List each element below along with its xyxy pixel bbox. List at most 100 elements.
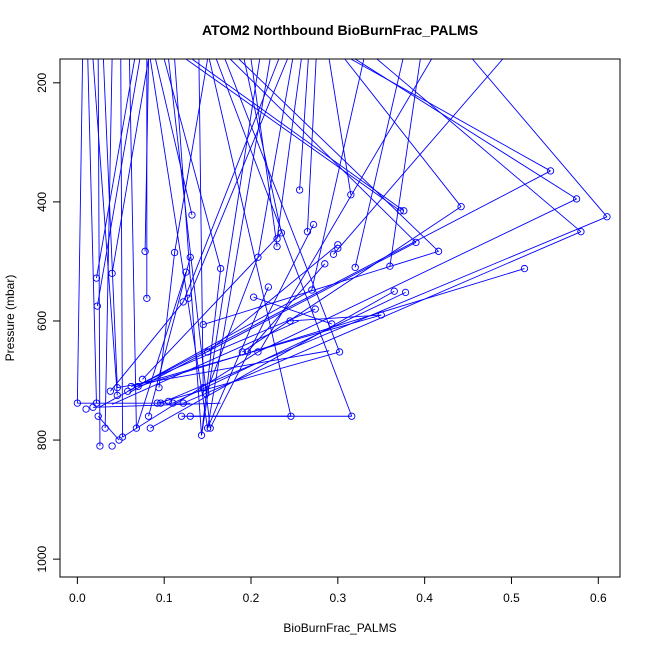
y-axis-label: Pressure (mbar): [3, 275, 17, 362]
data-point: [264, 283, 273, 291]
data-point: [94, 412, 102, 420]
series-line-segment: [238, 59, 439, 252]
data-point: [400, 207, 408, 215]
series-line-segment: [117, 350, 330, 389]
data-point: [101, 424, 109, 432]
y-tick-label: 200: [35, 72, 49, 92]
series-line-segment: [144, 59, 150, 252]
series-line-segment: [224, 59, 340, 353]
series-line-segment: [257, 198, 577, 353]
data-point: [206, 424, 214, 432]
y-axis: 200 400 600 800 1000: [35, 72, 61, 572]
series-line-segment: [188, 59, 288, 299]
data-point: [199, 320, 207, 329]
data-point: [199, 384, 207, 392]
series-line-segment: [215, 59, 353, 417]
data-point: [108, 269, 116, 277]
data-point: [146, 424, 154, 432]
data-point: [457, 203, 465, 211]
series-line-segment: [102, 59, 118, 388]
series-line-segment: [172, 291, 406, 404]
series-line-segment: [183, 231, 582, 404]
data-point: [138, 375, 147, 383]
data-point: [351, 263, 359, 272]
series-line-segment: [185, 59, 401, 212]
series-line-segment: [257, 59, 294, 258]
data-point: [254, 253, 262, 261]
data-point: [92, 399, 101, 407]
series-line-segment: [209, 224, 314, 429]
y-tick-label: 800: [35, 430, 49, 450]
series-line-segment: [354, 59, 577, 200]
data-point: [118, 433, 127, 441]
data-point: [186, 253, 194, 261]
series-line-segment: [290, 314, 382, 322]
data-point: [249, 293, 258, 301]
series-line-segment: [354, 59, 404, 268]
x-tick-label: 0.0: [69, 591, 86, 605]
series-line-segment: [96, 59, 136, 279]
data-point: [572, 195, 581, 203]
data-point: [401, 288, 410, 297]
series-points: [73, 167, 611, 450]
data-point: [396, 207, 404, 215]
data-point: [329, 250, 338, 258]
series-line-segment: [207, 59, 271, 429]
series-line-segment: [76, 59, 84, 404]
series-line-segment: [97, 59, 101, 447]
series-line-segment: [142, 232, 282, 380]
data-point: [287, 412, 295, 420]
series-line-segment: [148, 257, 191, 417]
data-point: [335, 348, 344, 356]
data-point: [434, 247, 443, 255]
series-line-segment: [203, 250, 439, 325]
y-tick-label: 600: [35, 311, 49, 331]
data-point: [93, 302, 101, 310]
data-point: [386, 262, 394, 270]
series-line-segment: [389, 59, 421, 267]
series-line-segment: [344, 59, 462, 207]
data-point: [203, 424, 212, 432]
data-point: [182, 268, 190, 276]
x-tick-label: 0.3: [329, 591, 346, 605]
data-point: [390, 287, 398, 295]
x-axis-label: BioBurnFrac_PALMS: [283, 621, 396, 635]
series-line-segment: [96, 59, 141, 307]
data-point: [216, 264, 225, 273]
series-line-segment: [311, 59, 365, 291]
series-line-segment: [110, 301, 184, 392]
data-point: [273, 242, 281, 251]
series-line-segment: [306, 59, 317, 232]
data-point: [188, 211, 196, 219]
data-point: [377, 311, 385, 319]
data-point: [113, 384, 121, 392]
x-tick-label: 0.2: [243, 591, 260, 605]
series-line-segment: [111, 320, 299, 405]
data-point: [153, 399, 161, 407]
data-point: [277, 229, 286, 237]
x-axis: 0.0 0.1 0.2 0.3 0.4 0.5 0.6: [69, 576, 607, 605]
data-point: [143, 294, 151, 303]
series-line-segment: [229, 59, 417, 243]
data-point: [113, 391, 121, 400]
series-line-segment: [259, 59, 432, 351]
data-point: [92, 274, 101, 282]
series-line-segment: [135, 272, 187, 429]
data-point: [308, 286, 316, 294]
series-line-segment: [207, 244, 339, 353]
series-line-segment: [250, 59, 278, 247]
data-point: [311, 305, 319, 313]
data-point: [108, 442, 116, 450]
data-point: [273, 235, 281, 243]
chart-title: ATOM2 Northbound BioBurnFrac_PALMS: [202, 22, 478, 38]
data-point: [603, 213, 611, 221]
data-point: [546, 167, 555, 175]
data-point: [132, 424, 141, 432]
data-point: [238, 348, 246, 356]
series-line-segment: [276, 59, 302, 239]
data-point: [309, 220, 318, 229]
series-line-segment: [120, 59, 123, 438]
data-point: [179, 399, 187, 407]
series-line-segment: [104, 59, 113, 429]
